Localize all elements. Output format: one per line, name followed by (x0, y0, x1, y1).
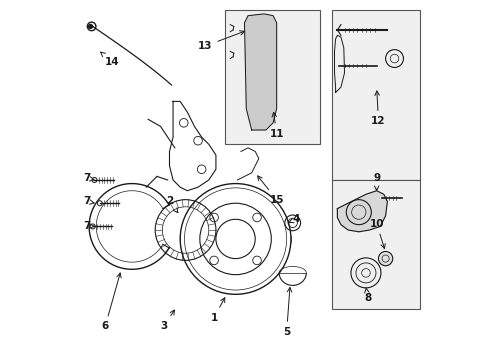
Text: 7: 7 (83, 173, 94, 183)
Bar (331, 10, 419, 180)
Circle shape (378, 251, 392, 266)
Circle shape (92, 177, 97, 183)
Text: 3: 3 (160, 310, 174, 331)
Circle shape (88, 24, 93, 28)
Text: 1: 1 (210, 298, 224, 323)
Text: 13: 13 (198, 31, 244, 51)
Text: 14: 14 (101, 52, 120, 67)
Text: 7: 7 (83, 197, 94, 206)
Text: 10: 10 (368, 219, 385, 248)
Circle shape (97, 201, 102, 206)
Text: 15: 15 (257, 176, 284, 204)
Bar (224, 10, 319, 144)
Polygon shape (244, 14, 276, 130)
Circle shape (90, 224, 95, 229)
Text: 5: 5 (283, 287, 291, 337)
Text: 9: 9 (372, 173, 380, 190)
Bar (331, 180, 419, 309)
Polygon shape (337, 191, 386, 232)
Text: 12: 12 (370, 91, 385, 126)
Text: 7: 7 (83, 221, 94, 231)
Text: 8: 8 (364, 287, 370, 303)
Text: 2: 2 (165, 197, 178, 213)
Text: 4: 4 (288, 214, 299, 224)
Text: 6: 6 (102, 273, 121, 332)
Text: 11: 11 (269, 112, 284, 139)
